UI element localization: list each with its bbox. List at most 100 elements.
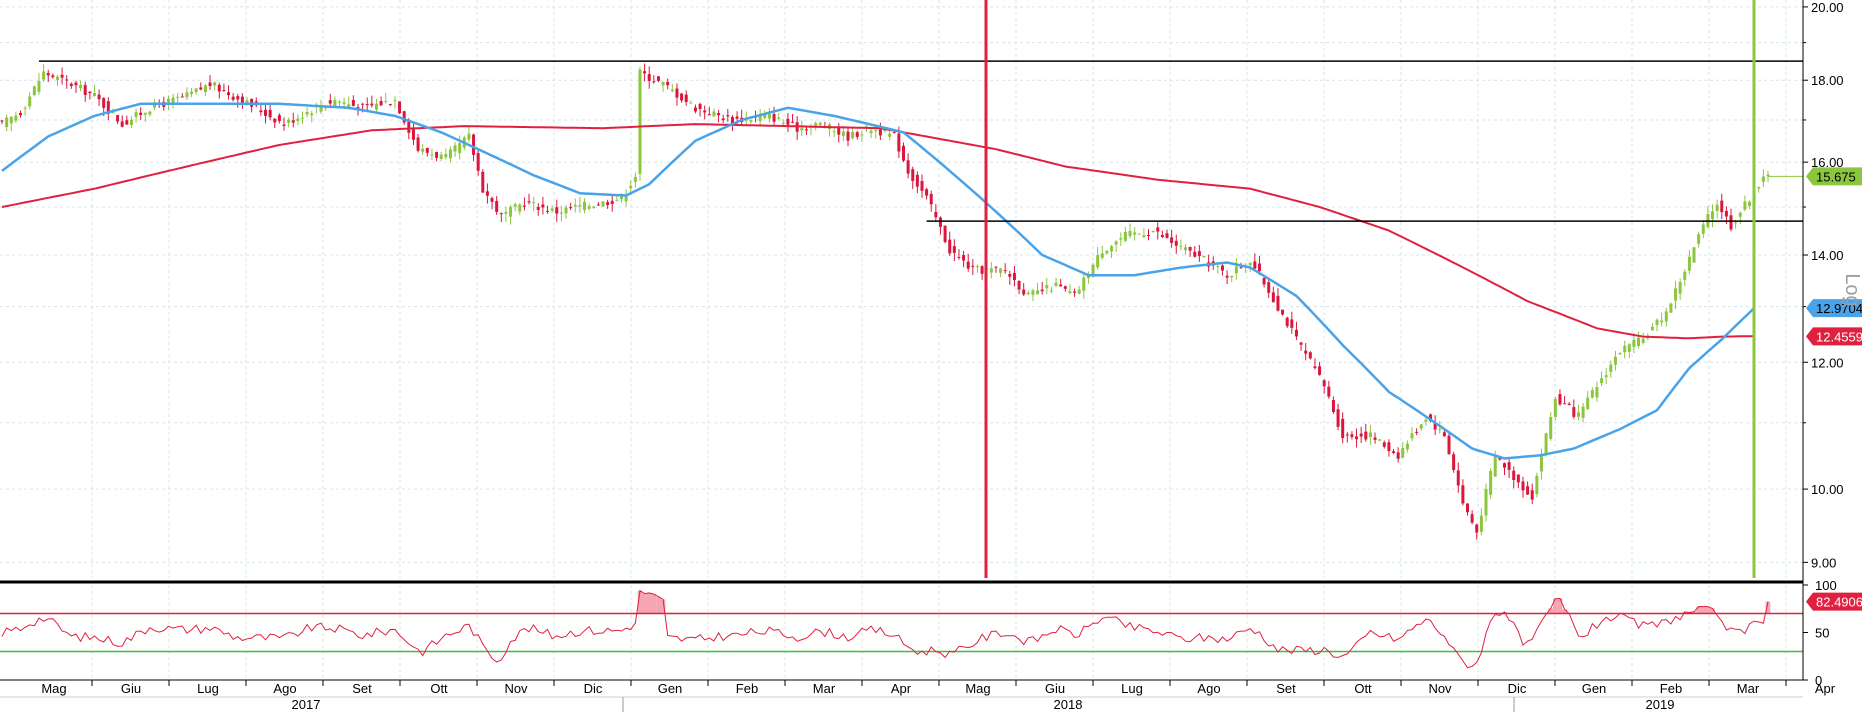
- candle-body: [481, 171, 485, 193]
- candle-body: [305, 112, 309, 115]
- candle-body: [37, 81, 41, 92]
- candle-body: [231, 96, 235, 100]
- candle-body: [1179, 245, 1183, 247]
- candle-body: [333, 99, 337, 106]
- candle-body: [79, 84, 83, 89]
- candle-body: [1470, 514, 1474, 523]
- candle-body: [1183, 247, 1187, 251]
- x-tick-label: Lug: [1121, 681, 1143, 696]
- candle-body: [1359, 433, 1363, 437]
- candle-body: [92, 92, 96, 96]
- candle-body: [911, 169, 915, 181]
- candle-body: [1156, 227, 1160, 232]
- x-tick-label: Ott: [430, 681, 448, 696]
- candle-body: [1350, 434, 1354, 438]
- candle-body: [435, 152, 439, 158]
- candle-body: [1609, 364, 1613, 372]
- candle-body: [513, 204, 517, 207]
- candle-body: [892, 132, 896, 134]
- candle-body: [1632, 339, 1636, 347]
- candle-body: [176, 96, 180, 98]
- candle-body: [1424, 419, 1428, 422]
- candle-body: [1290, 319, 1294, 328]
- candle-body: [717, 113, 721, 116]
- candle-body: [1022, 289, 1026, 295]
- candle-body: [758, 115, 762, 121]
- candle-body: [1017, 281, 1021, 290]
- candle-body: [730, 116, 734, 124]
- candle-body: [975, 266, 979, 268]
- candle-body: [1341, 418, 1345, 438]
- candle-body: [1576, 412, 1580, 417]
- candle-body: [1697, 234, 1701, 244]
- candle-body: [407, 120, 411, 133]
- candle-body: [818, 123, 822, 125]
- candle-body: [1650, 326, 1654, 331]
- candle-body: [361, 103, 365, 105]
- candle-body: [365, 104, 369, 106]
- candle-body: [596, 204, 600, 206]
- candle-body: [897, 133, 901, 152]
- x-tick-label: Apr: [891, 681, 912, 696]
- candle-body: [980, 266, 984, 274]
- candle-body: [569, 207, 573, 209]
- candle-body: [1669, 303, 1673, 313]
- candle-body: [194, 88, 198, 93]
- candle-body: [1193, 251, 1197, 257]
- candle-body: [943, 225, 947, 242]
- candle-body: [1142, 235, 1146, 238]
- candle-body: [1100, 253, 1104, 258]
- candle-body: [342, 102, 346, 104]
- candle-body: [1553, 398, 1557, 417]
- candle-body: [74, 82, 78, 86]
- candle-body: [578, 205, 582, 207]
- candle-body: [1322, 380, 1326, 387]
- candle-body: [1165, 233, 1169, 238]
- x-tick-label: Mar: [813, 681, 836, 696]
- candle-body: [1225, 275, 1229, 278]
- log-scale-label[interactable]: Log: [1841, 273, 1862, 306]
- candle-body: [1396, 452, 1400, 459]
- candle-body: [1627, 344, 1631, 352]
- candle-body: [9, 116, 13, 124]
- candle-body: [1748, 201, 1752, 206]
- candle-body: [102, 98, 106, 108]
- candle-body: [1086, 275, 1090, 279]
- candle-body: [1415, 431, 1419, 433]
- candle-body: [874, 130, 878, 132]
- candle-body: [532, 202, 536, 204]
- candle-body: [1526, 486, 1530, 495]
- ma-slow-tag-shape: [1806, 327, 1862, 346]
- x-tick-label: Ago: [273, 681, 296, 696]
- candle-body: [1082, 277, 1086, 291]
- candle-body: [1438, 428, 1442, 430]
- candle-body: [1581, 406, 1585, 419]
- candle-body: [1008, 273, 1012, 277]
- candle-body: [467, 133, 471, 140]
- candle-body: [393, 100, 397, 102]
- candle-body: [1382, 442, 1386, 447]
- candle-body: [559, 212, 563, 214]
- candle-body: [1234, 266, 1238, 274]
- candle-body: [693, 107, 697, 112]
- candle-body: [1368, 432, 1372, 437]
- last-price-tag-shape: [1806, 167, 1862, 186]
- candle-body: [490, 198, 494, 202]
- candle-body: [675, 88, 679, 98]
- candle-body: [1299, 342, 1303, 345]
- candle-body: [1003, 270, 1007, 272]
- candle-body: [869, 130, 873, 134]
- candle-body: [1364, 431, 1368, 440]
- candle-body: [1188, 246, 1192, 251]
- candle-body: [1572, 407, 1576, 417]
- candle-body: [1197, 251, 1201, 257]
- candle-body: [1230, 275, 1234, 278]
- candle-body: [1294, 329, 1298, 337]
- candle-body: [587, 206, 591, 209]
- candle-body: [619, 194, 623, 200]
- candle-body: [1761, 176, 1765, 182]
- candle-body: [1757, 187, 1761, 189]
- candle-body: [1151, 231, 1155, 233]
- rsi-last-tag-text: 82.4906: [1816, 595, 1862, 610]
- candle-body: [1147, 235, 1151, 237]
